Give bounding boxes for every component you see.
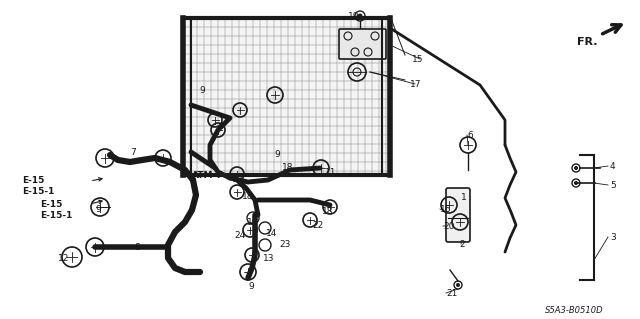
Text: 19: 19 (348, 12, 360, 21)
Text: 7: 7 (130, 148, 136, 157)
Text: 9: 9 (199, 86, 205, 95)
Text: 5: 5 (610, 181, 616, 190)
Text: 4: 4 (610, 162, 616, 171)
Text: 10: 10 (247, 218, 259, 227)
Text: 12: 12 (58, 254, 69, 263)
Text: 17: 17 (410, 80, 422, 89)
Text: 23: 23 (279, 240, 291, 249)
Text: 9: 9 (274, 150, 280, 159)
Text: 9: 9 (95, 205, 100, 214)
Text: 18: 18 (242, 192, 253, 201)
Text: 15: 15 (412, 55, 424, 64)
Bar (183, 18, 390, 175)
Text: 20: 20 (443, 222, 454, 231)
Text: 18: 18 (232, 175, 243, 184)
Text: 6: 6 (467, 131, 473, 140)
Circle shape (456, 283, 460, 287)
Circle shape (574, 181, 578, 185)
Text: 22: 22 (312, 221, 323, 230)
Text: S5A3-B0510D: S5A3-B0510D (545, 306, 604, 315)
Text: E-15-1: E-15-1 (40, 211, 72, 220)
Text: 2: 2 (459, 240, 465, 249)
FancyBboxPatch shape (339, 29, 386, 59)
Circle shape (574, 166, 578, 170)
Text: 14: 14 (266, 229, 277, 238)
Text: 24: 24 (234, 231, 245, 240)
Text: 18: 18 (282, 163, 294, 172)
Text: 9: 9 (248, 282, 253, 291)
Text: 16: 16 (440, 205, 451, 214)
Text: E-15: E-15 (22, 176, 44, 185)
Circle shape (358, 13, 362, 19)
Text: 21: 21 (446, 289, 458, 298)
Bar (183, 18, 390, 175)
Text: ATM-7: ATM-7 (192, 171, 223, 180)
Text: 13: 13 (263, 254, 275, 263)
Text: E-15-1: E-15-1 (22, 187, 54, 196)
Text: 1: 1 (461, 193, 467, 202)
Text: 18: 18 (322, 207, 333, 216)
Text: FR.: FR. (577, 37, 598, 47)
Text: 11: 11 (325, 168, 337, 177)
Text: E-15: E-15 (40, 200, 62, 209)
Text: 3: 3 (610, 233, 616, 242)
Text: 8: 8 (134, 243, 140, 252)
FancyBboxPatch shape (446, 188, 470, 242)
